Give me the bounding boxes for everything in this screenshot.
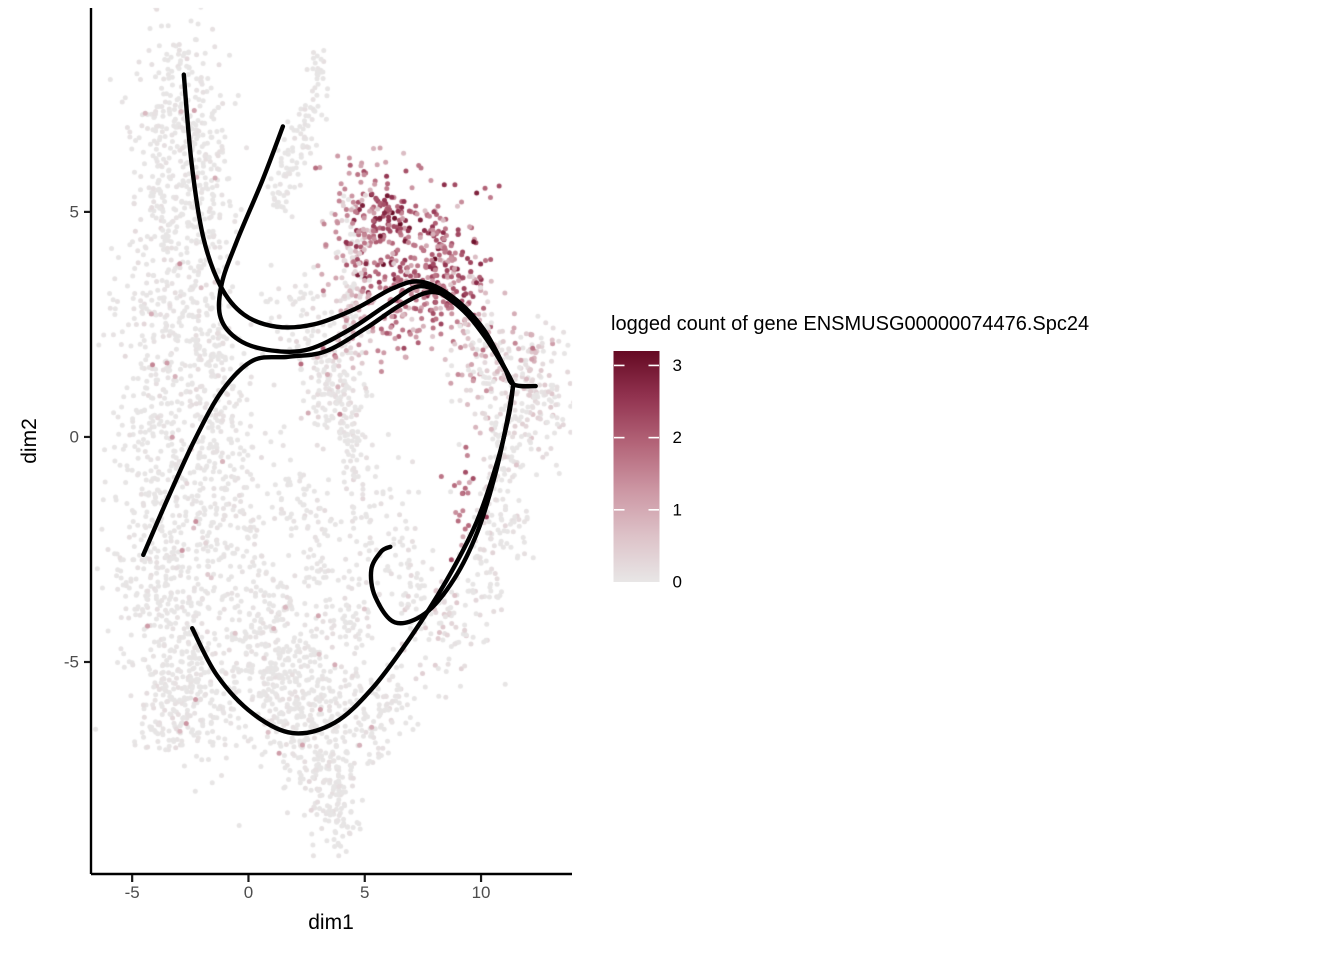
x-tick-label: -5: [125, 883, 140, 902]
y-axis-title: dim2: [18, 418, 41, 464]
trajectory-curve-lineage-3: [141, 289, 516, 558]
x-tick-label: 5: [360, 883, 369, 902]
colorbar-tick-label: 1: [673, 500, 682, 519]
y-tick-label: -5: [64, 653, 79, 672]
legend-title: logged count of gene ENSMUSG00000074476.…: [611, 313, 1090, 335]
colorbar-tick-label: 0: [673, 573, 682, 592]
colorbar-gradient: [613, 351, 660, 582]
x-axis-title: dim1: [308, 911, 354, 934]
y-tick-label: 0: [70, 427, 79, 446]
trajectory-curve-lineage-2: [216, 124, 516, 387]
colorbar: 3 2 1 0: [613, 351, 682, 592]
trajectory-curve-lineage-5: [368, 383, 516, 626]
colorbar-tick-label: 2: [673, 428, 682, 447]
x-tick-label: 10: [472, 883, 491, 902]
x-tick-label: 0: [244, 883, 253, 902]
colorbar-tick-label: 3: [673, 356, 682, 375]
trajectory-curves: [141, 72, 538, 736]
y-tick-label: 5: [70, 202, 79, 221]
axes: -5 0 5 10 5 0 -5: [64, 8, 572, 902]
